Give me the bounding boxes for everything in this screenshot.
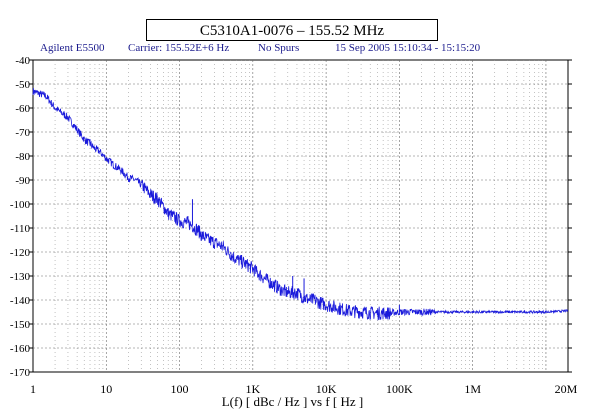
date-label: 15 Sep 2005 15:10:34 - 15:15:20 (335, 42, 481, 54)
y-tick-label: -50 (15, 79, 30, 91)
y-tick-label: -90 (15, 175, 30, 187)
y-tick-label: -160 (10, 343, 31, 355)
plot-frame (32, 59, 569, 373)
chart-title: C5310A1-0076 – 155.52 MHz (146, 19, 438, 41)
y-tick-label: -80 (15, 151, 30, 163)
instrument-label: Agilent E5500 (40, 42, 105, 54)
spurs-label: No Spurs (258, 42, 300, 54)
y-tick-label: -120 (10, 247, 31, 259)
y-tick-label: -100 (10, 199, 31, 211)
y-tick-label: -130 (10, 271, 31, 283)
x-axis-label: L(f) [ dBc / Hz ] vs f [ Hz ] (222, 394, 364, 409)
y-tick-label: -170 (10, 367, 31, 379)
x-tick-label: 20M (555, 382, 578, 396)
y-tick-label: -70 (15, 127, 30, 139)
y-tick-label: -60 (15, 103, 30, 115)
x-tick-label: 1 (30, 382, 36, 396)
x-tick-label: 1K (245, 382, 260, 396)
y-tick-label: -150 (10, 319, 31, 331)
y-tick-label: -40 (15, 55, 30, 67)
x-tick-label: 1M (464, 382, 481, 396)
x-tick-label: 10 (100, 382, 112, 396)
y-tick-label: -140 (10, 295, 31, 307)
x-tick-label: 100K (386, 382, 413, 396)
y-tick-label: -110 (10, 223, 30, 235)
x-tick-label: 100 (171, 382, 189, 396)
x-tick-label: 10K (316, 382, 337, 396)
phase-noise-trace (32, 88, 569, 321)
carrier-label: Carrier: 155.52E+6 Hz (128, 42, 230, 54)
